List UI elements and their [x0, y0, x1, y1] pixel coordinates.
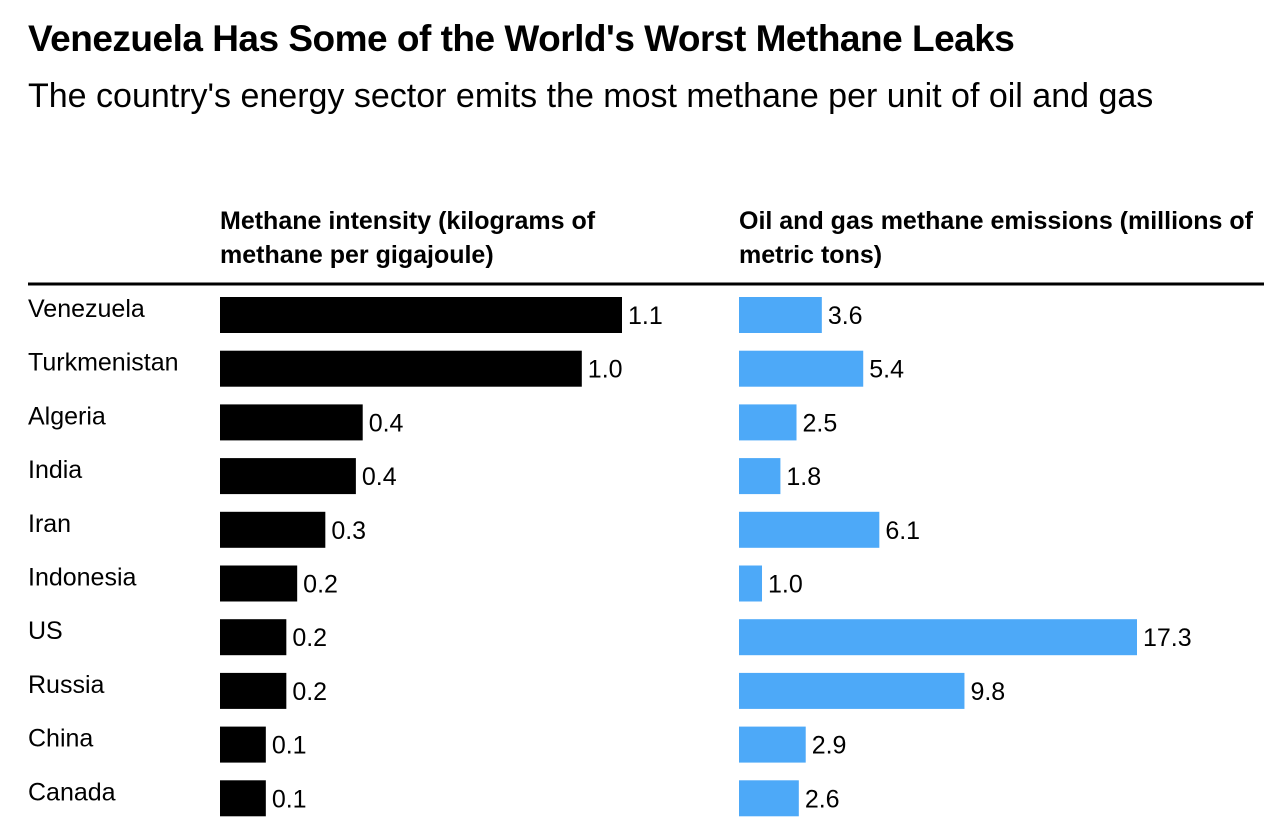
- emissions-value-label: 1.0: [768, 571, 803, 599]
- intensity-value-label: 0.2: [303, 571, 338, 599]
- emissions-value-label: 2.6: [805, 785, 840, 813]
- emissions-value-label: 3.6: [828, 302, 863, 330]
- emissions-bar: [739, 726, 806, 763]
- country-label: US: [28, 617, 63, 645]
- emissions-bar: [739, 672, 965, 709]
- emissions-value-label: 2.5: [803, 409, 838, 437]
- emissions-value-label: 9.8: [970, 678, 1005, 706]
- intensity-value-label: 0.4: [362, 463, 397, 491]
- country-label: China: [28, 725, 93, 753]
- intensity-column-header: Methane intensity (kilograms of methane …: [220, 207, 596, 269]
- intensity-value-label: 0.2: [292, 624, 327, 652]
- intensity-bar: [220, 780, 266, 817]
- emissions-bar: [739, 404, 797, 441]
- country-label: Indonesia: [28, 564, 137, 592]
- intensity-value-label: 0.2: [292, 678, 327, 706]
- intensity-value-label: 1.0: [588, 356, 623, 384]
- header-rule: [28, 282, 1264, 286]
- country-label: India: [28, 456, 82, 484]
- country-label: Iran: [28, 510, 71, 538]
- intensity-bar: [220, 297, 622, 333]
- emissions-value-label: 2.9: [812, 732, 847, 760]
- intensity-value-label: 0.1: [272, 732, 307, 760]
- emissions-value-label: 1.8: [786, 463, 821, 491]
- emissions-bar: [739, 458, 781, 495]
- country-label: Russia: [28, 671, 105, 699]
- emissions-bar: [739, 511, 880, 548]
- emissions-bar: [739, 780, 799, 817]
- country-label: Canada: [28, 778, 116, 806]
- emissions-column-header: Oil and gas methane emissions (millions …: [739, 207, 1254, 269]
- intensity-value-label: 0.4: [369, 409, 404, 437]
- intensity-bar: [220, 404, 363, 441]
- emissions-bar: [739, 350, 864, 387]
- emissions-value-label: 5.4: [869, 356, 904, 384]
- intensity-bar: [220, 350, 582, 387]
- emissions-value-label: 6.1: [885, 517, 920, 545]
- emissions-bar: [739, 297, 822, 333]
- intensity-value-label: 1.1: [628, 302, 663, 330]
- intensity-bar: [220, 511, 326, 548]
- chart-subtitle: The country's energy sector emits the mo…: [28, 77, 1154, 115]
- intensity-bar: [220, 619, 287, 656]
- emissions-value-label: 17.3: [1143, 624, 1192, 652]
- country-label: Venezuela: [28, 295, 145, 323]
- chart-title: Venezuela Has Some of the World's Worst …: [28, 18, 1015, 59]
- country-label: Turkmenistan: [28, 349, 179, 377]
- emissions-bar: [739, 565, 763, 602]
- intensity-bar: [220, 672, 287, 709]
- intensity-value-label: 0.1: [272, 785, 307, 813]
- emissions-bar: [739, 619, 1137, 656]
- intensity-bar: [220, 458, 356, 495]
- intensity-bar: [220, 726, 266, 763]
- country-label: Algeria: [28, 402, 106, 430]
- intensity-value-label: 0.3: [331, 517, 366, 545]
- intensity-bar: [220, 565, 298, 602]
